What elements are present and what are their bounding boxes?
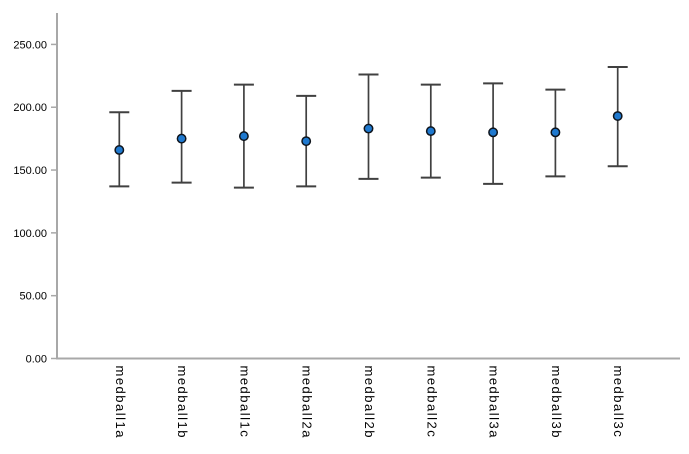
mean-marker	[176, 133, 187, 144]
x-category-label: medball1b	[175, 366, 190, 440]
mean-marker	[363, 123, 374, 134]
x-category-label: medball1a	[113, 366, 128, 440]
y-tick-label: 50.00	[19, 291, 47, 303]
mean-marker	[550, 127, 561, 138]
y-tick-label: 100.00	[13, 228, 47, 240]
x-category-label: medball3c	[611, 366, 626, 439]
x-category-label: medball2c	[424, 366, 439, 439]
mean-marker	[425, 126, 436, 137]
y-tick-label: 200.00	[13, 102, 47, 114]
x-category-label: medball3b	[549, 366, 564, 440]
mean-marker	[301, 136, 312, 147]
y-tick-label: 150.00	[13, 165, 47, 177]
x-category-label: medball1c	[237, 366, 252, 439]
x-category-label: medball3a	[487, 366, 502, 440]
mean-marker	[114, 144, 125, 155]
mean-marker	[488, 127, 499, 138]
x-category-label: medball2b	[362, 366, 377, 440]
y-tick-label: 250.00	[13, 39, 47, 51]
y-tick-label: 0.00	[26, 354, 47, 366]
x-category-label: medball2a	[300, 366, 315, 440]
mean-marker	[612, 111, 623, 121]
mean-marker	[238, 131, 249, 142]
